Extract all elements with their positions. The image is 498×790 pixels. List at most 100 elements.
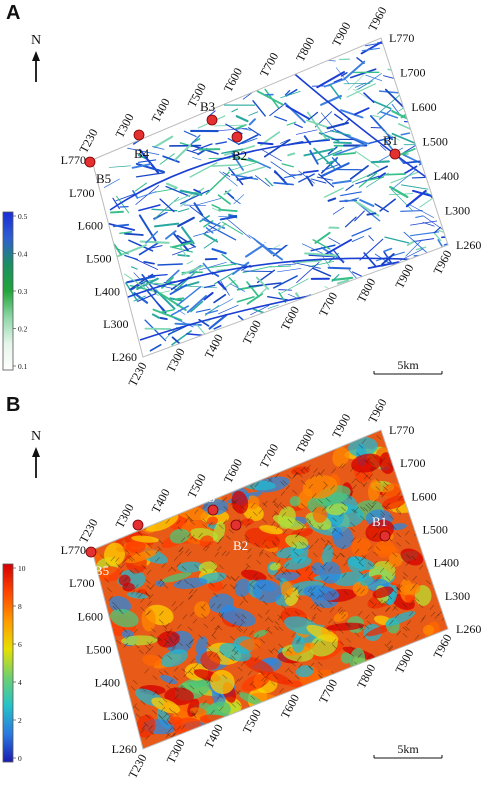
colorbar-tick-label: 0.5 bbox=[18, 212, 28, 221]
xline-label-right: L770 bbox=[389, 31, 414, 45]
inline-label-top: T800 bbox=[293, 426, 317, 455]
well-marker bbox=[134, 130, 144, 140]
fracture-line bbox=[161, 318, 167, 319]
fracture-line bbox=[401, 211, 423, 212]
inline-label-bottom: T900 bbox=[392, 647, 416, 676]
inline-label-top: T700 bbox=[257, 441, 281, 470]
colorbar-tick-label: 4 bbox=[18, 678, 22, 687]
fracture-line bbox=[178, 255, 189, 256]
inline-label-bottom: T900 bbox=[392, 262, 416, 291]
fracture-line bbox=[329, 268, 351, 269]
north-arrowhead-icon bbox=[32, 51, 40, 61]
colorbar-tick-label: 0.4 bbox=[18, 250, 28, 259]
inline-label-bottom: T230 bbox=[125, 752, 149, 781]
inline-label-bottom: T400 bbox=[202, 332, 226, 361]
inline-label-top: T400 bbox=[149, 486, 173, 515]
scale-bar-label: 5km bbox=[397, 358, 419, 372]
colorbar-tick-label: 0 bbox=[18, 754, 22, 763]
colorbar-tick-label: 10 bbox=[18, 564, 26, 573]
xline-label-left: L770 bbox=[61, 543, 86, 557]
fracture-line bbox=[345, 200, 356, 201]
scale-bar-label: 5km bbox=[397, 742, 419, 756]
well-label: B4 bbox=[134, 146, 150, 161]
inline-label-top: T900 bbox=[329, 20, 353, 49]
well-marker bbox=[86, 547, 96, 557]
inline-label-top: T600 bbox=[221, 456, 245, 485]
xline-label-left: L700 bbox=[69, 576, 94, 590]
inline-label-bottom: T960 bbox=[430, 632, 454, 661]
fracture-map-figure: 0.50.40.30.20.1NT230T300T400T500T600T700… bbox=[0, 0, 498, 392]
map-area bbox=[92, 38, 462, 357]
fracture-line bbox=[279, 290, 292, 291]
xline-label-left: L300 bbox=[103, 709, 128, 723]
xline-label-left: L400 bbox=[95, 676, 120, 690]
xline-label-right: L600 bbox=[411, 100, 436, 114]
north-label: N bbox=[31, 33, 41, 48]
inline-label-bottom: T500 bbox=[240, 707, 264, 736]
fracture-line bbox=[258, 143, 272, 144]
density-map-figure: 1086420NT230T300T400T500T600T700T800T900… bbox=[0, 392, 498, 785]
colorbar-tick-label: 2 bbox=[18, 716, 22, 725]
xline-label-left: L700 bbox=[69, 186, 94, 200]
inline-label-bottom: T700 bbox=[316, 677, 340, 706]
xline-label-right: L300 bbox=[445, 589, 470, 603]
inline-label-bottom: T600 bbox=[278, 304, 302, 333]
xline-label-right: L400 bbox=[434, 556, 459, 570]
inline-label-top: T960 bbox=[365, 4, 389, 33]
xline-label-left: L500 bbox=[86, 643, 111, 657]
well-label: B1 bbox=[372, 514, 387, 529]
xline-label-left: L600 bbox=[78, 219, 103, 233]
inline-label-top: T800 bbox=[293, 35, 317, 64]
inline-label-top: T900 bbox=[329, 411, 353, 440]
xline-label-right: L500 bbox=[423, 523, 448, 537]
well-label: B5 bbox=[94, 563, 109, 578]
xline-label-left: L400 bbox=[95, 284, 120, 298]
inline-label-top: T600 bbox=[221, 65, 245, 94]
xline-label-left: L260 bbox=[112, 742, 137, 756]
map-area bbox=[89, 430, 448, 749]
well-marker bbox=[380, 531, 390, 541]
well-marker bbox=[85, 157, 95, 167]
inline-label-bottom: T600 bbox=[278, 692, 302, 721]
fracture-line bbox=[158, 264, 182, 265]
xline-label-right: L700 bbox=[400, 66, 425, 80]
well-marker bbox=[208, 505, 218, 515]
xline-label-left: L770 bbox=[61, 153, 86, 167]
inline-label-bottom: T500 bbox=[240, 318, 264, 347]
north-arrowhead-icon bbox=[32, 447, 40, 457]
xline-label-left: L600 bbox=[78, 609, 103, 623]
xline-label-left: L260 bbox=[112, 350, 137, 364]
inline-label-top: T300 bbox=[112, 111, 136, 140]
inline-label-top: T230 bbox=[76, 516, 100, 545]
inline-label-top: T230 bbox=[76, 126, 100, 155]
well-marker bbox=[133, 520, 143, 530]
well-label: B3 bbox=[200, 99, 215, 114]
inline-label-bottom: T960 bbox=[430, 248, 454, 277]
density-texture bbox=[408, 506, 412, 511]
well-marker bbox=[231, 520, 241, 530]
xline-label-left: L500 bbox=[86, 252, 111, 266]
xline-label-right: L600 bbox=[411, 489, 436, 503]
colorbar-tick-label: 0.1 bbox=[18, 362, 28, 371]
well-marker bbox=[232, 132, 242, 142]
xline-label-right: L770 bbox=[389, 423, 414, 437]
well-marker bbox=[390, 149, 400, 159]
xline-label-right: L260 bbox=[456, 238, 481, 252]
inline-label-top: T400 bbox=[149, 96, 173, 125]
colorbar-tick-label: 0.2 bbox=[18, 325, 28, 334]
density-patch bbox=[122, 583, 134, 592]
inline-label-top: T700 bbox=[257, 50, 281, 79]
fracture-line bbox=[334, 142, 351, 143]
xline-label-right: L300 bbox=[445, 204, 470, 218]
well-label: B5 bbox=[96, 171, 111, 186]
colorbar-tick-label: 8 bbox=[18, 602, 22, 611]
inline-label-bottom: T230 bbox=[125, 360, 149, 389]
panel-label: A bbox=[6, 2, 20, 25]
fracture-line bbox=[432, 183, 457, 197]
well-label: B2 bbox=[233, 538, 248, 553]
inline-label-bottom: T700 bbox=[316, 290, 340, 319]
fracture-line bbox=[111, 212, 123, 213]
well-label: B2 bbox=[232, 148, 247, 163]
inline-label-top: T960 bbox=[365, 396, 389, 425]
